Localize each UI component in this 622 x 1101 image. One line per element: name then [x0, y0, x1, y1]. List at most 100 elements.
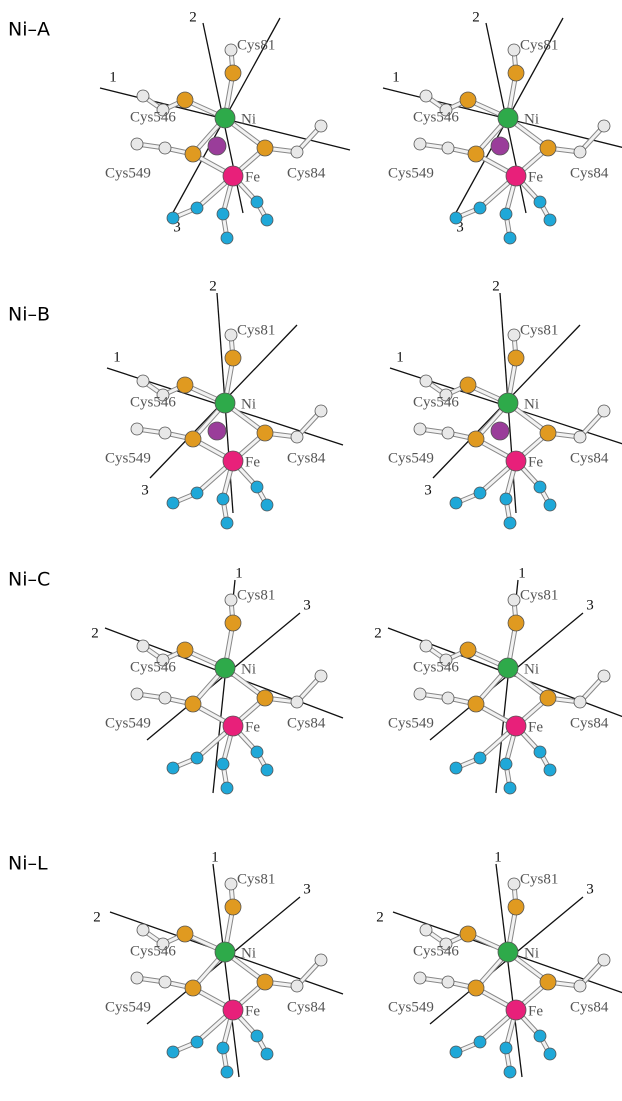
atom [498, 108, 518, 128]
atom [500, 208, 512, 220]
atom [534, 196, 546, 208]
atom [540, 690, 556, 706]
atom [191, 487, 203, 499]
atom-label: Fe [528, 1003, 543, 1019]
atom [420, 924, 432, 936]
atom [460, 926, 476, 942]
atom [291, 431, 303, 443]
atom-label: Fe [528, 719, 543, 735]
atom [508, 65, 524, 81]
atom [460, 642, 476, 658]
residue-label: Cys81 [520, 587, 558, 603]
atom-label: Ni [524, 396, 539, 412]
atom [544, 1048, 556, 1060]
atom [215, 108, 235, 128]
atom [291, 980, 303, 992]
molecule-view: 123NiFeCys81Cys546Cys549Cys84 [93, 849, 343, 1078]
atom [257, 140, 273, 156]
residue-label: Cys546 [413, 943, 459, 959]
atom [508, 329, 520, 341]
atom [534, 1030, 546, 1042]
atom [508, 350, 524, 366]
atom [159, 142, 171, 154]
atom [420, 90, 432, 102]
atom [217, 758, 229, 770]
residue-label: Cys549 [388, 999, 434, 1015]
residue-label: Cys546 [413, 394, 459, 410]
atom [420, 375, 432, 387]
atom [225, 899, 241, 915]
atom [261, 764, 273, 776]
residue-label: Cys84 [287, 165, 326, 181]
axis-label: 2 [472, 9, 480, 25]
atom [474, 752, 486, 764]
axis-label: 2 [492, 278, 500, 294]
atom [191, 1036, 203, 1048]
residue-label: Cys81 [237, 37, 275, 53]
axis-label: 2 [91, 625, 99, 641]
axis-label: 1 [113, 349, 121, 365]
atom [131, 138, 143, 150]
atom [414, 688, 426, 700]
atom [468, 146, 484, 162]
atom [508, 44, 520, 56]
atom [498, 942, 518, 962]
axis-label: 3 [586, 881, 594, 897]
atom [450, 497, 462, 509]
atom [506, 451, 526, 471]
atom [225, 44, 237, 56]
residue-label: Cys84 [570, 715, 609, 731]
axis-label: 2 [209, 278, 217, 294]
residue-label: Cys84 [570, 450, 609, 466]
atom-label: Fe [245, 454, 260, 470]
atom [185, 696, 201, 712]
atom [185, 980, 201, 996]
molecule-view: 123NiFeCys81Cys546Cys549Cys84 [105, 278, 343, 529]
atom [414, 138, 426, 150]
atom [504, 1066, 516, 1078]
atom [167, 762, 179, 774]
atom [598, 120, 610, 132]
atom [450, 1046, 462, 1058]
atom [442, 976, 454, 988]
atom [191, 202, 203, 214]
atom [315, 670, 327, 682]
atom [508, 899, 524, 915]
axis-label: 1 [392, 69, 400, 85]
atom [261, 1048, 273, 1060]
residue-label: Cys549 [105, 165, 151, 181]
atom [315, 954, 327, 966]
atom [315, 405, 327, 417]
atom [137, 640, 149, 652]
atom [167, 1046, 179, 1058]
axis-label: 3 [141, 482, 149, 498]
atom [574, 146, 586, 158]
atom [460, 377, 476, 393]
atom [221, 232, 233, 244]
atom [450, 762, 462, 774]
molecule-view: 123NiFeCys81Cys546Cys549Cys84 [91, 565, 343, 794]
atom [223, 451, 243, 471]
atom [474, 487, 486, 499]
atom [217, 1042, 229, 1054]
atom [208, 137, 226, 155]
residue-label: Cys81 [237, 587, 275, 603]
residue-label: Cys84 [287, 999, 326, 1015]
atom [574, 696, 586, 708]
atom-label: Fe [528, 454, 543, 470]
residue-label: Cys549 [105, 450, 151, 466]
atom [506, 1000, 526, 1020]
molecule-view: 123NiFeCys81Cys546Cys549Cys84 [383, 9, 622, 244]
atom-label: Ni [524, 945, 539, 961]
residue-label: Cys546 [130, 943, 176, 959]
atom [167, 212, 179, 224]
atom [177, 377, 193, 393]
axis-label: 1 [235, 565, 243, 581]
atom-label: Ni [241, 661, 256, 677]
atom [208, 422, 226, 440]
atom [442, 427, 454, 439]
atom [225, 878, 237, 890]
atom [508, 594, 520, 606]
atom-label: Ni [524, 111, 539, 127]
